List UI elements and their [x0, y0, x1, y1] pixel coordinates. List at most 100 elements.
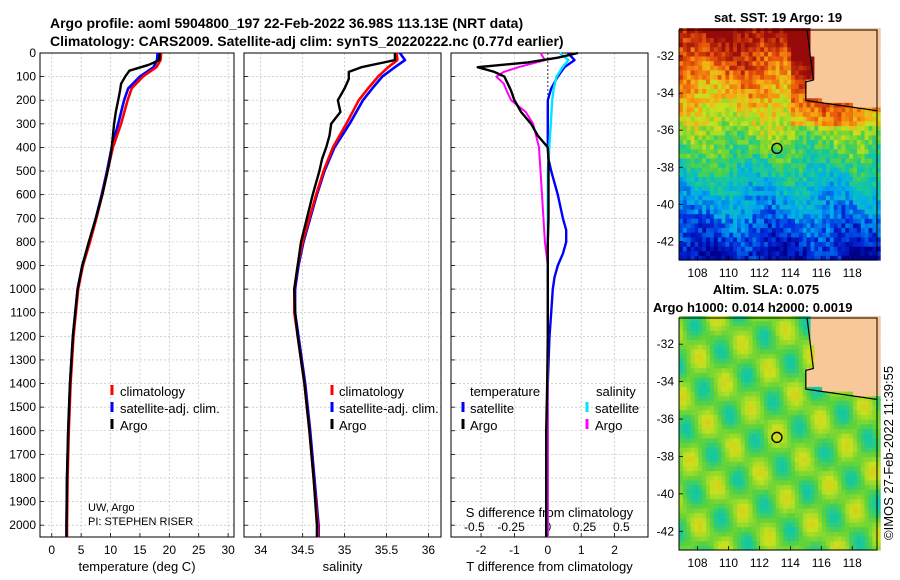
map-cell: [709, 456, 715, 462]
map-cell: [802, 162, 808, 168]
map-cell: [713, 69, 719, 76]
map-cell: [709, 255, 715, 261]
map-cell: [826, 107, 831, 113]
map-cell: [725, 367, 730, 373]
map-cell: [690, 227, 696, 233]
map-cell: [822, 153, 827, 159]
map-cell: [833, 484, 839, 490]
map-cell: [729, 330, 734, 336]
map-cell: [767, 111, 773, 117]
map-cell: [779, 320, 784, 327]
map-cell: [787, 531, 792, 537]
map-cell: [822, 521, 827, 528]
map-cell: [864, 42, 870, 48]
map-cell: [737, 148, 742, 154]
map-cell: [806, 316, 812, 322]
map-cell: [802, 42, 808, 48]
map-cell: [829, 507, 835, 514]
map-cell: [679, 65, 684, 71]
map-cell: [837, 65, 843, 71]
map-cell: [822, 536, 827, 542]
map-cell: [841, 512, 846, 518]
map-cell: [737, 107, 742, 113]
map-cell: [702, 447, 707, 453]
map-cell: [787, 344, 792, 350]
map-cell: [826, 372, 831, 378]
y-tick-label: 600: [16, 188, 36, 202]
map-cell: [682, 102, 688, 108]
map-cell: [814, 442, 819, 448]
map-cell: [802, 65, 808, 71]
map-cell: [748, 69, 754, 76]
map-cell: [702, 204, 707, 210]
map-cell: [756, 386, 761, 392]
map-cell: [845, 56, 850, 62]
map-cell: [810, 433, 815, 439]
map-cell: [694, 405, 699, 411]
map-cell: [829, 148, 835, 154]
map-cell: [802, 372, 808, 378]
map-cell: [740, 255, 746, 261]
map-cell: [679, 386, 684, 392]
map-cell: [744, 97, 750, 103]
map-cell: [752, 74, 757, 80]
map-cell: [748, 162, 754, 168]
map-cell: [729, 255, 734, 261]
map-cell: [853, 246, 858, 252]
map-cell: [694, 176, 699, 182]
map-cell: [787, 148, 792, 154]
map-cell: [795, 102, 800, 108]
map-cell: [686, 232, 692, 238]
map-cell: [771, 372, 777, 378]
x-tick-label: 1: [578, 543, 585, 557]
map-cell: [713, 526, 719, 532]
map-cell: [686, 250, 692, 256]
map-cell: [756, 144, 761, 150]
map-cell: [822, 32, 827, 38]
map-cell: [725, 507, 730, 514]
map-cell: [798, 83, 804, 89]
map-cell: [721, 102, 726, 108]
map-cell: [833, 125, 839, 131]
map-cell: [841, 470, 846, 476]
map-cell: [798, 447, 804, 453]
map-cell: [810, 116, 815, 122]
map-cell: [725, 503, 730, 509]
map-cell: [791, 209, 796, 215]
map-cell: [698, 162, 703, 168]
map-cell: [764, 517, 769, 523]
map-cell: [787, 484, 792, 490]
map-cell: [713, 181, 719, 187]
map-cell: [818, 316, 823, 322]
map-cell: [779, 176, 784, 182]
map-cell: [860, 153, 866, 159]
map-cell: [810, 130, 815, 136]
map-cell: [682, 130, 688, 136]
map-cell: [713, 419, 719, 425]
map-cell: [826, 344, 831, 350]
map-cell: [733, 489, 738, 495]
map-cell: [760, 209, 765, 215]
map-cell: [864, 93, 870, 99]
map-cell: [682, 414, 688, 420]
map-cell: [764, 362, 769, 369]
map-cell: [760, 250, 765, 256]
map-cell: [737, 93, 742, 99]
map-cell: [779, 470, 784, 476]
map-cell: [837, 409, 843, 415]
map-cell: [690, 120, 696, 127]
map-cell: [744, 125, 750, 131]
map-cell: [756, 227, 761, 233]
map-cell: [744, 325, 750, 331]
map-cell: [787, 442, 792, 448]
map-cell: [729, 526, 734, 532]
map-cell: [837, 171, 843, 178]
map-cell: [837, 484, 843, 490]
map-cell: [690, 97, 696, 103]
map-cell: [760, 130, 765, 136]
map-cell: [702, 330, 707, 336]
map-cell: [810, 531, 815, 537]
map-cell: [760, 521, 765, 528]
map-cell: [853, 97, 858, 103]
map-cell: [709, 405, 715, 411]
